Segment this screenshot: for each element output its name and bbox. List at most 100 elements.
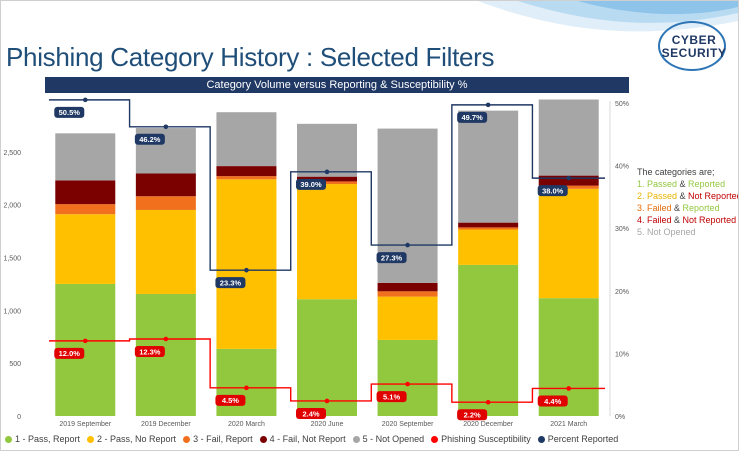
bar-segment	[377, 291, 438, 297]
bar-segment	[377, 296, 438, 340]
bar-segment	[297, 184, 357, 300]
legend-item[interactable]: 4 - Fail, Not Report	[259, 434, 346, 444]
legend-label: 5 - Not Opened	[362, 434, 425, 444]
x-tick-label: 2020 March	[228, 421, 265, 428]
bar-segment	[377, 339, 438, 416]
legend-item[interactable]: Percent Reported	[537, 434, 619, 444]
data-label-box	[215, 277, 246, 289]
y-tick-label: 1,000	[3, 308, 21, 315]
legend-item[interactable]: 5 - Not Opened	[352, 434, 425, 444]
data-label-box	[457, 409, 488, 421]
category-legend-part-a: 1. Passed	[637, 179, 678, 189]
legend-label: Percent Reported	[547, 434, 619, 444]
y-tick-label: 2,000	[3, 203, 21, 210]
line-point	[82, 97, 88, 103]
data-label-box	[376, 252, 407, 264]
bar-segment	[458, 227, 519, 230]
category-legend-amp: &	[677, 179, 689, 189]
line-point	[485, 102, 491, 108]
category-legend-heading: The categories are;	[637, 167, 715, 177]
category-legend-part-a: 4. Failed	[637, 215, 672, 225]
line-point	[82, 338, 88, 344]
y2-tick-label: 50%	[615, 101, 629, 108]
bar-segment	[458, 264, 519, 416]
line-point	[163, 124, 169, 130]
data-label-box	[537, 395, 568, 407]
data-label: 12.0%	[59, 349, 81, 358]
bar-segment	[55, 214, 116, 284]
y-tick-label: 0	[17, 414, 21, 421]
data-label-box	[215, 394, 246, 406]
legend-item[interactable]: Phishing Susceptibility	[431, 434, 531, 444]
line-point	[324, 398, 330, 404]
bar-segment	[538, 185, 599, 189]
bar-segment	[216, 166, 277, 177]
data-label: 12.3%	[139, 347, 161, 356]
bar-segment	[216, 112, 277, 167]
legend-swatch-icon	[87, 435, 95, 443]
x-tick-label: 2021 March	[550, 421, 587, 428]
category-legend-item: 4. Failed & Not Reported	[637, 214, 738, 226]
bar-segment	[55, 133, 116, 181]
legend-item[interactable]: 1 - Pass, Report	[5, 434, 80, 444]
category-legend-item: 3. Failed & Reported	[637, 202, 738, 214]
data-label: 46.2%	[139, 135, 161, 144]
chart-legend: 1 - Pass, Report 2 - Pass, No Report 3 - F…	[5, 434, 625, 444]
legend-label: 1 - Pass, Report	[15, 434, 81, 444]
legend-item[interactable]: 3 - Fail, Report	[183, 434, 253, 444]
line-point	[566, 386, 572, 391]
data-label-box	[376, 391, 407, 403]
y2-tick-label: 40%	[615, 164, 629, 171]
bar-segment	[297, 181, 357, 185]
bar-segment	[55, 204, 116, 215]
line-point	[566, 175, 572, 181]
bar-segment	[458, 110, 519, 223]
cyber-security-logo: CYBER SECURITY	[658, 21, 730, 75]
legend-swatch-icon	[183, 435, 191, 443]
line-point	[405, 381, 410, 387]
line-point	[244, 385, 249, 391]
data-label-box	[134, 346, 165, 358]
y-tick-label: 2,500	[3, 150, 21, 157]
bar-segment	[297, 299, 357, 416]
category-legend-part-b: Not Reported	[688, 191, 739, 201]
data-label-box	[457, 111, 488, 123]
line-point	[244, 267, 249, 273]
legend-item[interactable]: 2 - Pass, No Report	[87, 434, 176, 444]
data-label: 4.4%	[544, 397, 561, 406]
data-label: 39.0%	[300, 180, 322, 189]
legend-label: Phishing Susceptibility	[441, 434, 531, 444]
data-label: 2.2%	[464, 411, 481, 420]
data-label: 4.5%	[222, 396, 239, 405]
data-label-box	[537, 185, 568, 197]
category-legend-amp: &	[671, 215, 683, 225]
category-legend-part-b: Reported	[688, 179, 726, 189]
bar-segment	[538, 175, 599, 186]
y-tick-label: 1,500	[3, 256, 21, 263]
legend-label: 2 - Pass, No Report	[97, 434, 177, 444]
x-tick-label: 2020 June	[311, 421, 344, 428]
x-tick-label: 2019 September	[59, 421, 111, 428]
category-legend-amp: &	[677, 191, 689, 201]
chart-subtitle-bar: Category Volume versus Reporting & Susce…	[45, 77, 629, 93]
line-point	[405, 242, 410, 248]
legend-label: 3 - Fail, Report	[193, 434, 253, 444]
bar-segment	[377, 282, 438, 292]
legend-swatch-icon	[352, 435, 360, 443]
legend-label: 4 - Fail, Not Report	[269, 434, 346, 444]
category-legend-part-a: 2. Passed	[637, 191, 678, 201]
legend-swatch-icon	[259, 435, 267, 443]
bar-segment	[538, 99, 599, 176]
category-legend: The categories are; 1. Passed & Reported…	[637, 166, 739, 238]
bar-segment	[538, 188, 599, 299]
bar-segment	[458, 222, 519, 228]
data-label: 27.3%	[381, 253, 403, 262]
category-legend-item: 2. Passed & Not Reported	[637, 190, 739, 202]
category-legend-part-a: 5. Not Opened	[637, 227, 696, 237]
data-label: 38.0%	[542, 186, 564, 195]
data-label-box	[54, 106, 85, 118]
page-title: Phishing Category History : Selected Fil…	[6, 42, 495, 72]
data-label-box	[134, 133, 165, 145]
legend-swatch-icon	[537, 435, 545, 443]
